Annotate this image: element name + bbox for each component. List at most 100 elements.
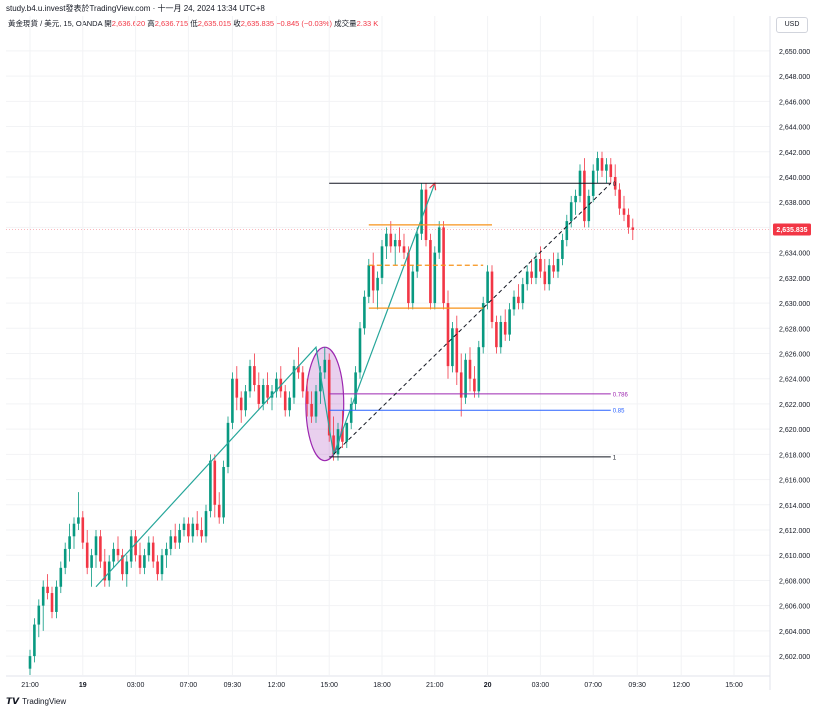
candle-body: [41, 586, 45, 606]
open-value: 2,636.620: [111, 19, 146, 28]
candle-body: [310, 403, 313, 417]
candle: [248, 359, 252, 398]
candle-body: [314, 391, 318, 417]
candle: [543, 258, 547, 291]
candle: [530, 258, 533, 285]
candle-body: [147, 542, 151, 556]
candle: [429, 233, 432, 310]
candle: [147, 536, 151, 562]
candle-body: [543, 271, 547, 285]
candle-body: [481, 303, 485, 348]
low-value: 2,635.015: [197, 19, 232, 28]
x-tick-label: 07:00: [584, 682, 602, 689]
candle-body: [248, 366, 252, 392]
candle: [187, 517, 190, 543]
trend-line: [95, 183, 436, 588]
candle: [486, 265, 489, 310]
candle: [587, 189, 591, 228]
y-tick-label: 2,622.000: [779, 402, 810, 409]
y-tick-label: 2,628.000: [779, 326, 810, 333]
candle-body: [257, 385, 261, 404]
candle-body: [213, 460, 217, 505]
candle: [477, 340, 481, 398]
candle: [420, 183, 423, 241]
currency-button[interactable]: USD: [776, 17, 808, 33]
x-tick-label: 09:30: [628, 682, 646, 689]
candle: [235, 366, 239, 411]
y-tick-label: 2,604.000: [779, 629, 810, 636]
fib-level-label: 0: [613, 182, 617, 188]
candle: [204, 504, 208, 543]
candle-body: [121, 555, 124, 575]
candle: [358, 321, 362, 379]
brand-name: TradingView: [22, 697, 67, 706]
candle-body: [63, 548, 67, 568]
candle-body: [138, 555, 142, 568]
candle: [521, 277, 525, 310]
candle-body: [239, 397, 243, 411]
candle-body: [622, 208, 626, 215]
candle-body: [583, 170, 586, 222]
candle: [134, 530, 137, 562]
candle: [151, 536, 155, 568]
x-tick-label: 12:00: [268, 682, 286, 689]
candle: [55, 580, 58, 619]
chart-grid: [6, 16, 770, 675]
candle: [398, 227, 401, 253]
x-tick-label: 21:00: [426, 682, 444, 689]
candle-body: [292, 366, 296, 398]
candle: [534, 252, 538, 285]
candle: [99, 530, 102, 568]
candle-body: [341, 429, 344, 442]
candle: [266, 372, 269, 404]
candle: [446, 290, 450, 379]
footer-brand[interactable]: 𝙏𝙑 TradingView: [6, 696, 66, 707]
candle: [200, 517, 203, 543]
candle: [464, 353, 467, 404]
candle: [451, 321, 454, 373]
candle-body: [116, 548, 120, 556]
candle: [473, 366, 476, 398]
candle: [385, 227, 388, 259]
candle: [371, 252, 375, 304]
candle-body: [605, 164, 608, 171]
candle-body: [72, 523, 76, 537]
candle-body: [81, 517, 85, 543]
candle: [231, 372, 234, 430]
candle-body: [46, 586, 49, 594]
candle-body: [85, 542, 89, 568]
candle: [305, 378, 309, 417]
candle: [512, 290, 516, 316]
x-tick-label: 21:00: [21, 682, 39, 689]
candle-body: [235, 378, 239, 398]
high-value: 2,636.715: [154, 19, 189, 28]
candle: [297, 347, 300, 379]
candle-body: [393, 240, 397, 247]
x-tick-label: 15:00: [320, 682, 338, 689]
candle-body: [222, 466, 225, 518]
candle-body: [517, 296, 520, 304]
candle-body: [451, 328, 454, 367]
candle-body: [398, 240, 401, 247]
last-price-label: 2,635.835: [776, 227, 807, 234]
candle-body: [574, 195, 577, 203]
candle-body: [380, 246, 384, 278]
candle-body: [609, 164, 613, 177]
candle-body: [415, 233, 419, 272]
candle-body: [59, 567, 63, 587]
candle: [552, 252, 555, 278]
candle: [627, 208, 630, 234]
candle: [411, 265, 415, 310]
candle: [217, 492, 221, 524]
symbol-title[interactable]: 黃金現貨 / 美元, 15, OANDA: [8, 19, 103, 28]
close-label: 收: [233, 19, 241, 28]
candle: [169, 530, 173, 556]
candle-body: [539, 258, 542, 272]
candle-body: [160, 555, 164, 575]
candle: [85, 530, 89, 575]
candle-body: [68, 536, 71, 549]
candle-body: [297, 366, 300, 373]
candle: [270, 385, 274, 411]
y-tick-label: 2,624.000: [779, 377, 810, 384]
